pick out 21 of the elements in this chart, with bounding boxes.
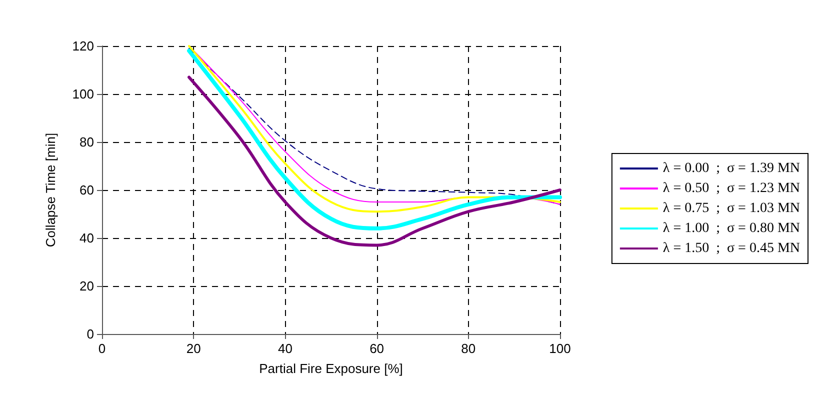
y-axis-title: Collapse Time [min] (43, 132, 58, 248)
x-tick-label: 60 (370, 341, 384, 356)
x-tick-label: 100 (549, 341, 571, 356)
legend-label: λ = 1.00 ; σ = 0.80 MN (662, 221, 800, 236)
x-axis-title: Partial Fire Exposure [%] (259, 361, 403, 376)
y-tick-label: 0 (86, 326, 94, 342)
x-tick-label: 40 (278, 341, 292, 356)
y-tick-label: 80 (80, 134, 94, 150)
legend-label: λ = 0.00 ; σ = 1.39 MN (662, 161, 800, 176)
y-tick-label: 40 (80, 230, 94, 246)
x-tick-label: 80 (461, 341, 476, 356)
legend-label: λ = 1.50 ; σ = 0.45 MN (662, 241, 800, 256)
y-tick-label: 120 (72, 38, 94, 54)
y-tick-label: 20 (80, 278, 94, 294)
legend-label: λ = 0.75 ; σ = 1.03 MN (662, 201, 800, 216)
x-tick-label: 0 (98, 341, 106, 356)
x-tick-label: 20 (186, 341, 201, 356)
y-tick-label: 100 (72, 86, 94, 102)
line-series (188, 76, 562, 247)
y-tick-label: 60 (80, 182, 94, 198)
legend-label: λ = 0.50 ; σ = 1.23 MN (662, 181, 800, 196)
